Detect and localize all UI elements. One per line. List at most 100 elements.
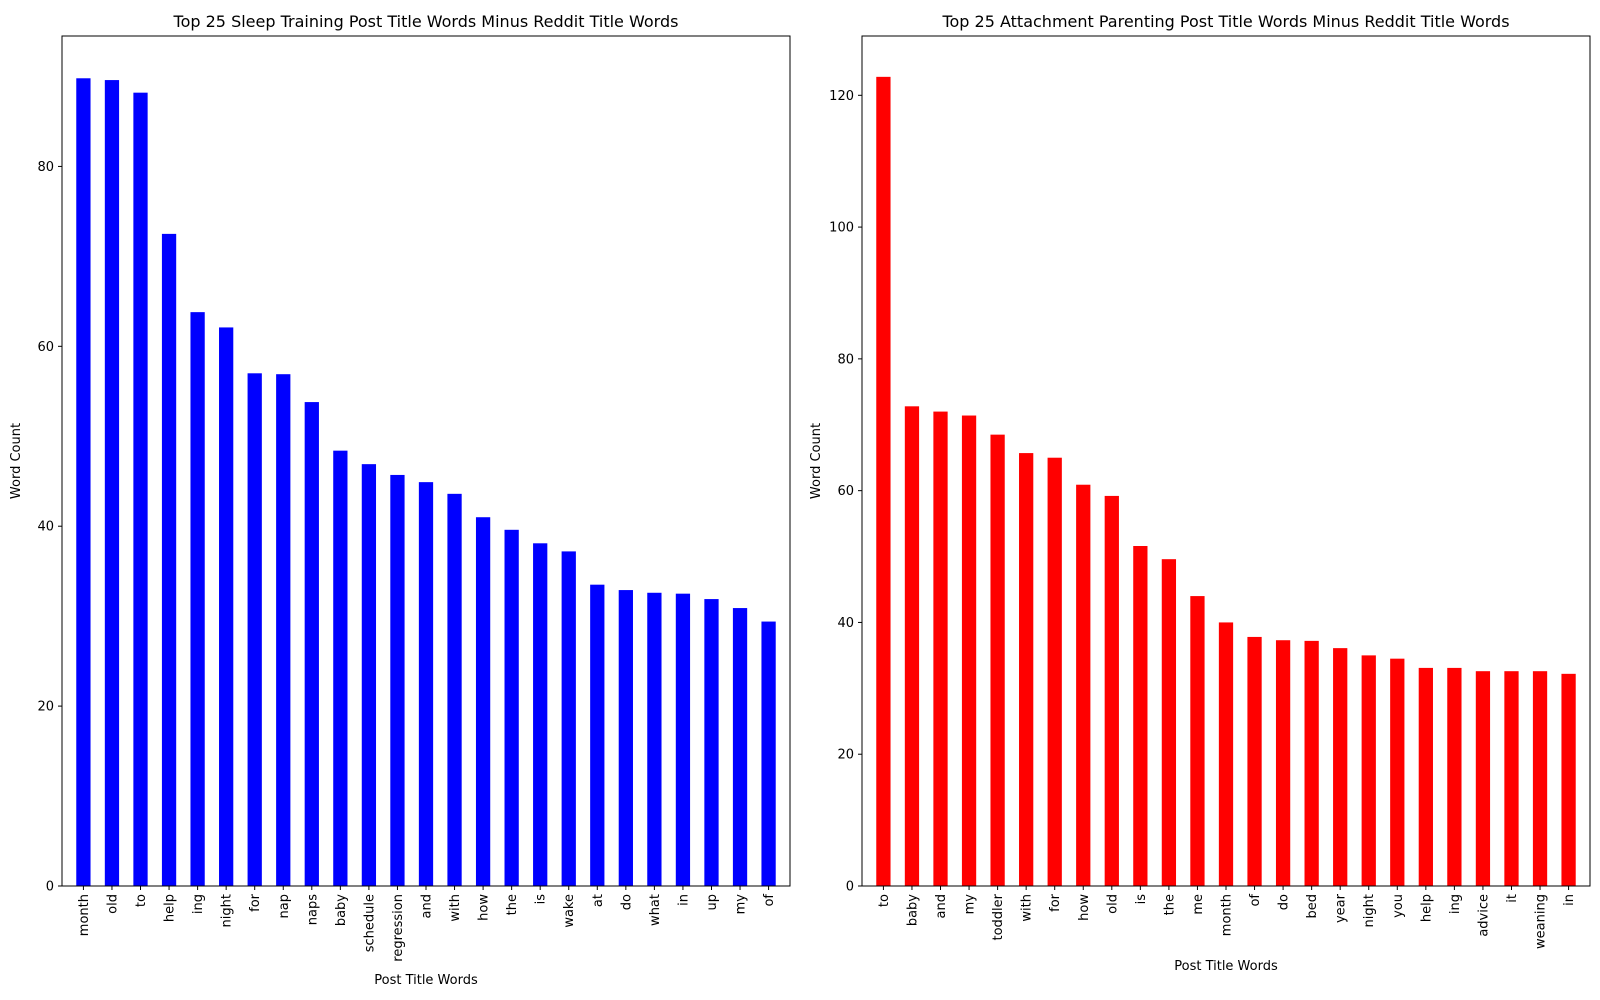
bar-do [618, 590, 633, 886]
y-tick-label: 60 [37, 340, 54, 355]
x-tick-label: old [105, 894, 120, 914]
x-tick-label: it [1505, 894, 1520, 903]
bar-bed [1304, 640, 1319, 886]
bar-old [1104, 495, 1119, 886]
x-tick-label: how [477, 894, 492, 921]
x-tick-label: ing [191, 894, 206, 914]
bar-and [933, 411, 948, 886]
bar-of [761, 621, 776, 886]
x-tick-label: what [648, 894, 663, 926]
x-tick-label: nap [277, 894, 292, 918]
x-tick-label: toddler [991, 893, 1006, 940]
x-tick-label: baby [905, 894, 920, 926]
bar-the [1161, 559, 1177, 886]
x-tick-label: naps [305, 894, 320, 925]
y-tick-label: 80 [37, 160, 54, 175]
x-tick-label: you [1391, 894, 1406, 918]
x-tick-label: and [934, 894, 949, 918]
chart-panel-2: 0 20 40 60 80 100 120 to baby and my toddler with for… [809, 12, 1591, 974]
y-tick-label: 0 [846, 880, 854, 895]
y-tick-label: 20 [837, 748, 854, 763]
bar-with [1019, 453, 1034, 886]
x-tick-label: regression [391, 894, 406, 962]
bar-to [133, 92, 148, 887]
bar-in [1561, 673, 1576, 886]
bar-old [104, 80, 120, 886]
bar-baby [333, 450, 348, 886]
x-tick-label: at [591, 894, 606, 907]
y-tick-label: 40 [37, 520, 54, 535]
bar-how [1076, 484, 1091, 886]
x-tick-label: do [1277, 894, 1292, 910]
bar-regression [390, 474, 405, 886]
bar-schedule [361, 464, 377, 886]
x-tick-label: and [420, 894, 435, 918]
y-axis-label: Word Count [9, 423, 24, 499]
chart-title: Top 25 Attachment Parenting Post Title W… [941, 12, 1509, 31]
x-tick-label: baby [334, 894, 349, 926]
bar-toddler [990, 434, 1005, 886]
y-tick-label: 20 [37, 700, 54, 715]
bar-month [1218, 622, 1234, 886]
bar-my [732, 608, 748, 886]
bar-ing [190, 312, 205, 886]
bar-is [1133, 546, 1148, 886]
bar-the [504, 529, 519, 886]
x-tick-label: my [734, 894, 749, 915]
bar-ing [1447, 667, 1462, 886]
x-tick-label: year [1334, 893, 1349, 923]
bar-baby [904, 406, 920, 886]
chart-panel-1: 0 20 40 60 80 month old to help ing night for nap nap… [9, 12, 791, 988]
bar-help [1418, 667, 1433, 886]
bar-it [1504, 671, 1519, 886]
bar-how [475, 517, 491, 886]
bar-nap [276, 374, 291, 886]
x-tick-label: my [963, 894, 978, 915]
y-tick-label: 100 [829, 221, 854, 236]
x-tick-label: night [1362, 894, 1377, 927]
bar-weaning [1532, 671, 1548, 886]
bar-you [1390, 658, 1405, 886]
bar-do [1275, 640, 1291, 886]
y-tick-label: 120 [829, 89, 854, 104]
bar-year [1333, 648, 1348, 886]
bar-and [418, 482, 434, 886]
bar-up [704, 599, 719, 886]
x-tick-label: old [1105, 894, 1120, 914]
x-tick-label: to [134, 894, 149, 907]
bar-month [76, 78, 91, 886]
x-tick-label: how [1077, 894, 1092, 921]
bar-my [961, 415, 977, 886]
x-tick-label: do [619, 894, 634, 910]
bar-in [675, 593, 691, 886]
bar-for [1047, 457, 1062, 886]
x-tick-label: the [505, 894, 520, 915]
x-tick-label: is [1134, 894, 1149, 905]
bar-for [247, 373, 262, 886]
bar-naps [304, 402, 319, 886]
x-tick-label: help [163, 894, 178, 922]
x-tick-label: for [248, 893, 263, 912]
bar-to [876, 76, 891, 887]
y-tick-label: 0 [46, 880, 54, 895]
x-tick-label: weaning [1534, 894, 1549, 949]
x-tick-label: ing [1448, 894, 1463, 914]
y-axis-label: Word Count [809, 423, 824, 499]
x-tick-label: with [448, 894, 463, 922]
x-tick-label: night [220, 894, 235, 927]
bar-wake [561, 551, 576, 886]
x-tick-label: month [77, 894, 92, 936]
x-tick-label: month [1220, 894, 1235, 936]
x-tick-label: help [1419, 894, 1434, 922]
bar-night [219, 327, 234, 886]
bar-is [533, 543, 548, 886]
bar-of [1247, 636, 1262, 886]
y-tick-label: 80 [837, 352, 854, 367]
x-tick-label: with [1020, 894, 1035, 922]
bar-with [447, 493, 462, 886]
x-tick-label: advice [1476, 894, 1491, 937]
bar-night [1361, 655, 1376, 886]
x-tick-label: of [1248, 894, 1263, 907]
bar-advice [1475, 671, 1491, 886]
